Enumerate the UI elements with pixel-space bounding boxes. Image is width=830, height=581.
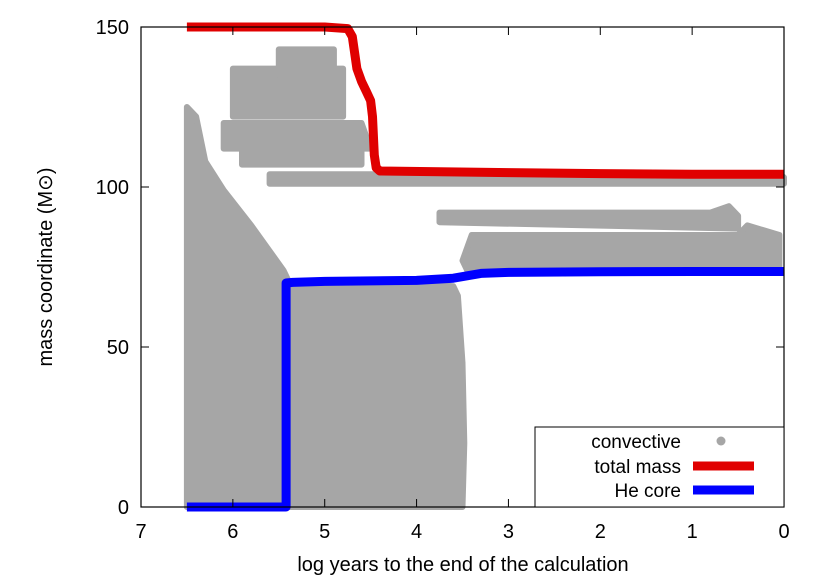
y-axis-label: mass coordinate (M⊙) [35,167,57,366]
convective-region-6 [275,46,337,78]
legend-label-1: total mass [594,457,681,478]
convective-region-3 [239,139,365,168]
total-mass-line [186,22,784,179]
convective-region-7 [436,203,742,232]
x-tick-label-6: 6 [227,521,238,543]
y-tick-label-50: 50 [107,337,129,359]
x-axis-label: log years to the end of the calculation [297,554,628,576]
legend-swatch-0 [716,436,726,446]
convective-region-8 [459,222,783,274]
x-tick-label-1: 1 [687,521,698,543]
x-tick-label-3: 3 [503,521,514,543]
y-tick-label-0: 0 [118,497,129,519]
legend-label-0: convective [591,432,681,453]
x-tick-label-2: 2 [595,521,606,543]
x-tick-label-5: 5 [319,521,330,543]
x-tick-label-7: 7 [135,521,146,543]
y-tick-label-100: 100 [96,177,129,199]
x-tick-label-4: 4 [411,521,422,543]
y-tick-label-150: 150 [96,17,129,39]
plot-frame [140,26,785,508]
he-core-line [186,267,784,512]
legend: convective total mass He core [534,426,785,508]
legend-label-2: He core [614,481,681,502]
x-tick-label-0: 0 [778,521,789,543]
convective-region-1 [285,280,468,510]
